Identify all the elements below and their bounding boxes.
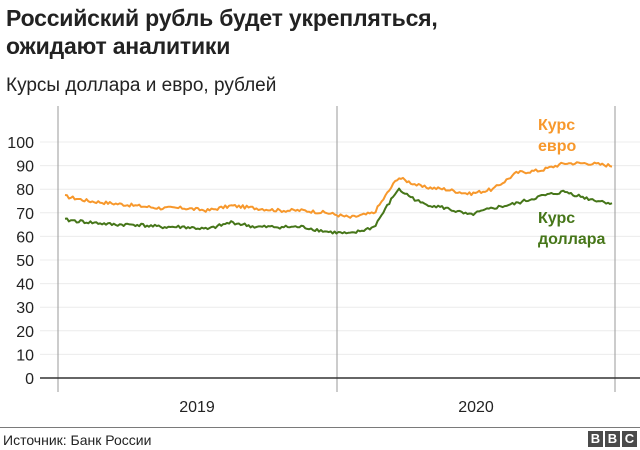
y-tick-label: 40: [16, 277, 34, 294]
euro-label-line2: евро: [538, 138, 577, 155]
dollar-label-line1: Курс: [538, 210, 575, 227]
y-tick-label: 70: [16, 206, 34, 223]
euro-label-line1: Курс: [538, 117, 575, 134]
bbc-logo-b2: B: [605, 431, 620, 447]
chart-title-line2: ожидают аналитики: [6, 33, 231, 59]
y-tick-label: 30: [16, 300, 34, 317]
y-tick-label: 50: [16, 253, 34, 270]
chart-title-line1: Российский рубль будет укрепляться,: [6, 5, 438, 31]
chart-title: Российский рубль будет укрепляться, ожид…: [6, 4, 438, 60]
x-tick-label: 2020: [458, 399, 494, 416]
x-axis-ticks: 2019 2020: [179, 399, 494, 416]
dollar-line: [64, 187, 613, 235]
y-tick-label: 100: [7, 135, 34, 152]
dollar-label-line2: доллара: [538, 231, 606, 248]
y-gridlines: [40, 141, 640, 355]
footer-divider: [0, 427, 640, 428]
y-tick-label: 80: [16, 182, 34, 199]
y-axis-ticks: 0 10 20 30 40 50 60 70 80 90 100: [7, 135, 34, 388]
x-axis-dividers: [57, 106, 616, 392]
x-tick-label: 2019: [179, 399, 215, 416]
bbc-logo-c: C: [622, 431, 637, 447]
bbc-logo: B B C: [588, 431, 637, 447]
source-note: Источник: Банк России: [3, 432, 152, 448]
chart-subtitle: Курсы доллара и евро, рублей: [6, 75, 277, 96]
y-tick-label: 0: [25, 371, 34, 388]
y-tick-label: 60: [16, 229, 34, 246]
line-chart: 0 10 20 30 40 50 60 70 80 90 100 2019 2020 Курс евр…: [7, 106, 640, 416]
y-tick-label: 20: [16, 324, 34, 341]
euro-line: [64, 161, 613, 219]
y-tick-label: 90: [16, 159, 34, 176]
y-tick-label: 10: [16, 347, 34, 364]
bbc-logo-b1: B: [588, 431, 603, 447]
